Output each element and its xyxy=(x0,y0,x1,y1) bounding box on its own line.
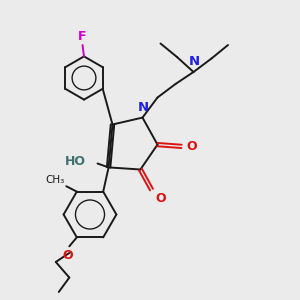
Text: O: O xyxy=(62,249,73,262)
Text: N: N xyxy=(188,56,200,68)
Text: O: O xyxy=(186,140,196,153)
Text: HO: HO xyxy=(64,154,86,168)
Text: F: F xyxy=(78,31,87,44)
Text: O: O xyxy=(155,192,166,205)
Text: N: N xyxy=(137,101,149,114)
Text: CH₃: CH₃ xyxy=(46,175,65,185)
